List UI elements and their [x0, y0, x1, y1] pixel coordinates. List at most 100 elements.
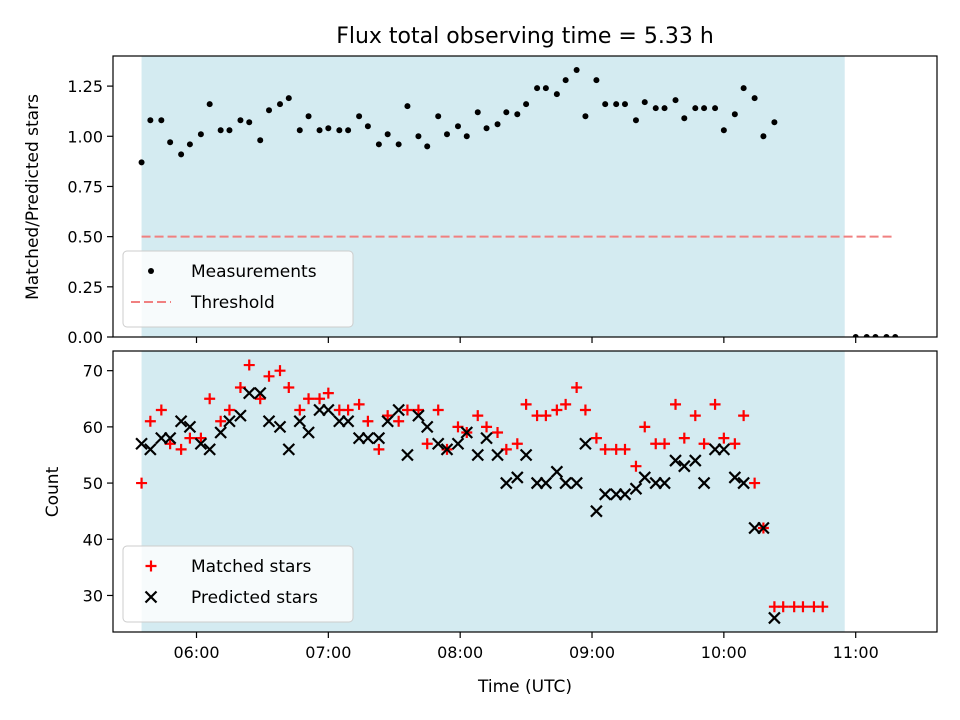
matched-star-point: [184, 432, 196, 444]
measurement-point: [503, 109, 510, 116]
measurement-point: [424, 143, 431, 150]
y-axis-label-top: Matched/Predicted stars: [23, 94, 43, 300]
predicted-star-point: [717, 443, 731, 456]
measurement-point: [740, 85, 747, 92]
measurement-point: [514, 111, 521, 118]
y-tick-label: 70: [83, 362, 103, 381]
matched-star-point: [254, 393, 266, 405]
x-tick-label: 07:00: [305, 643, 351, 662]
measurement-point: [375, 141, 382, 148]
matched-star-point: [373, 443, 385, 455]
x-tick-label: 11:00: [833, 643, 879, 662]
predicted-star-point: [253, 386, 267, 400]
measurement-point: [602, 101, 609, 108]
matched-star-point: [401, 404, 413, 416]
predicted-star-point: [451, 437, 465, 451]
measurement-point: [701, 105, 708, 112]
predicted-star-point: [273, 420, 287, 434]
predicted-star-point: [234, 409, 247, 422]
matched-star-point: [243, 359, 255, 371]
legend-box: [122, 250, 354, 328]
predicted-star-point: [174, 414, 188, 428]
predicted-star-point: [194, 437, 208, 451]
measurement-point: [852, 334, 859, 337]
measurement-point: [237, 117, 244, 124]
measurement-point: [771, 119, 778, 126]
predicted-star-point: [629, 482, 643, 495]
matched-star-point: [492, 426, 504, 438]
measurement-point: [661, 105, 668, 112]
y-tick-label: 60: [83, 418, 103, 437]
measurement-point: [276, 101, 283, 108]
measurement-point: [186, 141, 193, 148]
measurement-point: [760, 133, 767, 140]
predicted-star-point: [203, 443, 216, 456]
predicted-star-point: [135, 437, 148, 451]
measurement-point: [443, 131, 450, 138]
predicted-star-point: [440, 443, 454, 456]
matched-star-point: [215, 415, 227, 427]
predicted-star-point: [737, 476, 750, 490]
measurement-point: [692, 105, 699, 112]
predicted-star-point: [618, 488, 632, 501]
measurement-point: [178, 151, 185, 158]
matched-star-point: [619, 443, 631, 455]
matched-star-point: [136, 477, 148, 489]
legend-label: Measurements: [191, 262, 317, 282]
predicted-star-point: [322, 403, 335, 417]
measurement-point: [883, 334, 890, 337]
predicted-star-point: [480, 431, 493, 445]
measurement-point: [404, 103, 411, 110]
axes-frame: [112, 55, 938, 338]
measurement-point: [356, 113, 363, 120]
predicted-star-point: [550, 465, 564, 479]
predicted-star-point: [768, 611, 781, 625]
predicted-star-point: [282, 443, 296, 456]
matched-star-point: [729, 438, 741, 450]
measurement-point: [285, 95, 292, 102]
measurement-point: [562, 77, 569, 84]
matched-star-point: [571, 382, 583, 394]
legend-dot-icon: [148, 268, 154, 274]
predicted-star-point: [214, 426, 227, 439]
measurement-point: [305, 113, 312, 120]
predicted-star-point: [559, 476, 572, 490]
measurement-point: [336, 127, 343, 134]
predicted-star-point: [242, 386, 256, 400]
matched-star-point: [263, 370, 275, 382]
matched-star-point: [382, 410, 394, 422]
measurement-point: [641, 99, 648, 106]
matched-star-point: [540, 410, 552, 422]
x-axis-label: Time (UTC): [477, 677, 572, 697]
x-tick-label: 06:00: [173, 643, 219, 662]
measurement-point: [652, 105, 659, 112]
predicted-star-point: [420, 420, 434, 434]
predicted-star-point: [262, 414, 276, 428]
measurement-point: [246, 119, 253, 126]
predicted-star-point: [658, 476, 671, 490]
measurement-point: [325, 125, 332, 132]
matched-star-point: [155, 404, 167, 416]
y-tick-label: 40: [83, 530, 103, 549]
measurement-point: [892, 334, 899, 337]
predicted-star-point: [392, 403, 405, 417]
predicted-star-point: [689, 454, 702, 467]
measurement-point: [872, 334, 879, 337]
measurement-point: [197, 131, 204, 138]
measurement-point: [364, 123, 371, 130]
measurement-point: [415, 133, 422, 140]
matched-star-point: [353, 398, 365, 410]
y-tick-label: 0.75: [67, 177, 103, 196]
matched-star-point: [283, 382, 295, 394]
x-tick-label: 08:00: [437, 643, 483, 662]
measurement-point: [523, 101, 530, 108]
measurement-point: [534, 85, 541, 92]
y-tick-label: 0.50: [67, 228, 103, 247]
matched-star-point: [481, 421, 493, 433]
matched-star-point: [630, 460, 642, 472]
measurement-point: [863, 334, 870, 337]
measurement-point: [483, 125, 490, 132]
predicted-star-point: [539, 476, 553, 490]
predicted-star-point: [590, 504, 603, 518]
predicted-star-point: [511, 471, 524, 484]
